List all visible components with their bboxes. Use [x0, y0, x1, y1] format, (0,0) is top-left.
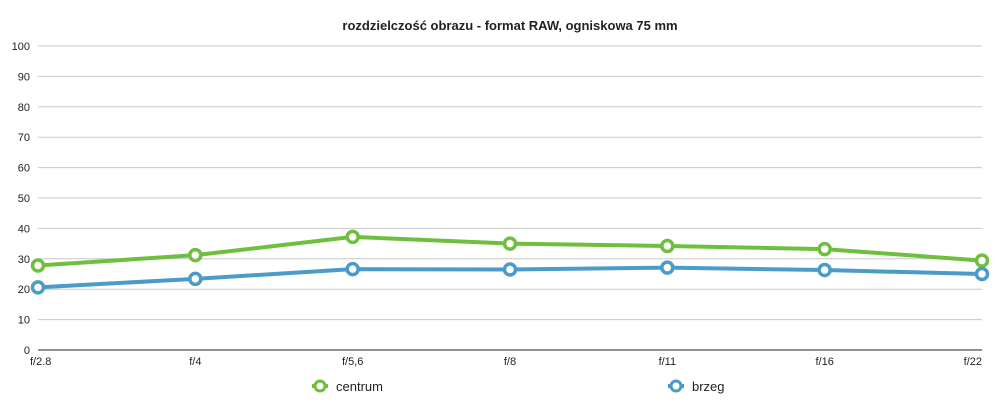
y-tick-label: 10 [18, 315, 30, 327]
x-tick-label: f/2.8 [30, 356, 51, 368]
data-point [817, 241, 832, 257]
legend: centrum brzeg [312, 379, 725, 394]
y-axis-ticks: 0 10 20 30 40 50 60 70 80 90 100 [12, 41, 30, 357]
data-point [502, 236, 518, 251]
series-centrum [30, 229, 990, 273]
data-point [188, 271, 203, 287]
x-tick-label: f/22 [964, 356, 982, 368]
chart-title: rozdzielczość obrazu - format RAW, ognis… [342, 18, 677, 33]
x-tick-label: f/5,6 [342, 356, 363, 368]
legend-marker [313, 379, 327, 393]
x-tick-label: f/11 [659, 356, 677, 368]
data-point [974, 253, 990, 268]
data-point [974, 266, 990, 282]
y-tick-label: 40 [18, 223, 30, 235]
y-tick-label: 50 [18, 193, 30, 205]
y-tick-label: 60 [18, 163, 30, 175]
y-tick-label: 0 [24, 345, 30, 357]
gridlines [38, 45, 982, 351]
legend-label: brzeg [692, 379, 725, 394]
x-axis-ticks: f/2.8 f/4 f/5,6 f/8 f/11 f/16 f/22 [30, 356, 982, 368]
legend-item-centrum: centrum [312, 379, 383, 394]
y-tick-label: 80 [18, 102, 30, 114]
legend-label: centrum [336, 379, 383, 394]
data-point [345, 261, 360, 277]
y-tick-label: 20 [18, 284, 30, 296]
legend-item-brzeg: brzeg [668, 379, 725, 394]
y-tick-label: 90 [18, 71, 30, 83]
data-point [188, 247, 203, 263]
series-group [30, 229, 990, 295]
x-tick-label: f/4 [189, 356, 201, 368]
data-point [660, 260, 675, 275]
data-point [660, 238, 675, 254]
data-point [817, 262, 832, 278]
x-tick-label: f/8 [504, 356, 516, 368]
legend-marker [669, 379, 683, 393]
y-tick-label: 100 [12, 41, 30, 53]
data-point [502, 262, 518, 277]
y-tick-label: 70 [18, 132, 30, 144]
data-point [30, 258, 46, 273]
data-point [30, 280, 46, 295]
y-tick-label: 30 [18, 254, 30, 266]
data-point [345, 229, 360, 245]
series-brzeg [30, 260, 990, 295]
x-tick-label: f/16 [815, 356, 833, 368]
